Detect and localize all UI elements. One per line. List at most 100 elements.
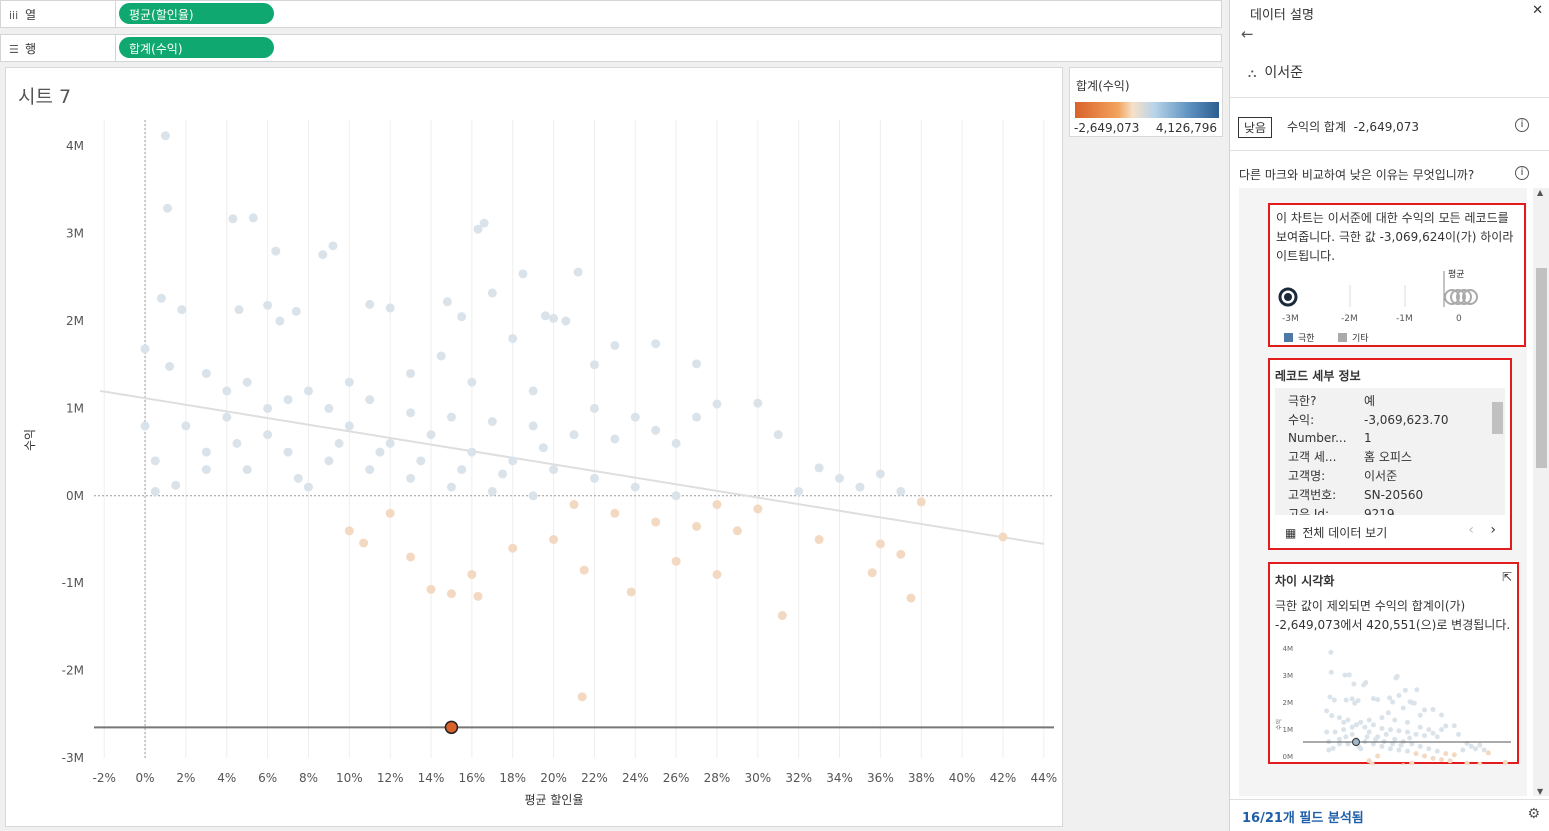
data-point bbox=[275, 316, 285, 326]
mini-point bbox=[1439, 712, 1445, 718]
mini-point bbox=[1336, 741, 1342, 747]
mini-point bbox=[1439, 727, 1445, 733]
scroll-down-icon[interactable]: ▼ bbox=[1537, 787, 1544, 796]
data-point bbox=[651, 517, 661, 527]
data-point bbox=[359, 538, 369, 548]
data-point bbox=[426, 584, 436, 594]
record-key: 고객 세... bbox=[1288, 450, 1337, 464]
record-table-container[interactable]: 극한? 예 수익: -3,069,623.70 Number... 1 고객 세... 홈 오… bbox=[1275, 388, 1505, 515]
gear-icon[interactable]: ⚙ bbox=[1527, 806, 1540, 822]
data-point bbox=[528, 386, 538, 396]
rows-shelf[interactable]: ☰ 행 합계(수익) bbox=[0, 34, 1222, 62]
data-point bbox=[365, 395, 375, 405]
data-point bbox=[263, 300, 273, 310]
open-icon[interactable]: ⇱ bbox=[1501, 570, 1512, 584]
data-point bbox=[855, 482, 865, 492]
columns-shelf[interactable]: iii 열 평균(할인율) bbox=[0, 0, 1222, 28]
rows-pill[interactable]: 합계(수익) bbox=[119, 37, 274, 58]
data-point bbox=[753, 504, 763, 514]
view-all-data-link[interactable]: ▦ 전체 데이터 보기 bbox=[1285, 526, 1388, 540]
mini-point bbox=[1346, 672, 1352, 678]
fields-analyzed-link[interactable]: 16/21개 필드 분석됨 bbox=[1242, 811, 1364, 826]
data-point bbox=[177, 305, 187, 315]
x-tick-label: 42% bbox=[990, 771, 1017, 785]
mini-point bbox=[1351, 681, 1357, 687]
close-icon[interactable]: ✕ bbox=[1532, 3, 1543, 18]
data-point bbox=[630, 412, 640, 422]
legend-gradient bbox=[1075, 102, 1219, 118]
scroll-thumb[interactable] bbox=[1536, 268, 1547, 468]
record-row: 고객명: 이서준 bbox=[1288, 466, 1449, 485]
data-point bbox=[589, 473, 599, 483]
data-point bbox=[518, 269, 528, 279]
data-point bbox=[487, 417, 497, 427]
mini-point bbox=[1387, 746, 1393, 752]
data-point bbox=[344, 421, 354, 431]
info-icon[interactable]: i bbox=[1515, 118, 1529, 132]
data-point bbox=[651, 339, 661, 349]
x-tick-label: 26% bbox=[663, 771, 690, 785]
info-icon[interactable]: i bbox=[1515, 166, 1529, 180]
x-tick-label: 6% bbox=[258, 771, 277, 785]
data-point bbox=[248, 213, 258, 223]
data-point bbox=[446, 482, 456, 492]
mini-point bbox=[1369, 761, 1375, 765]
mini-point bbox=[1468, 743, 1474, 749]
mini-point bbox=[1385, 710, 1391, 716]
record-scroll-thumb[interactable] bbox=[1492, 402, 1503, 434]
worksheet[interactable]: -2% 0% 2% 4% 6% 8% 10% 12% 14% 16% 18% 20% 22% 24% 26%… bbox=[5, 67, 1063, 827]
mini-point bbox=[1324, 708, 1330, 714]
mini-point bbox=[1379, 725, 1385, 731]
mini-point bbox=[1326, 747, 1332, 753]
data-point bbox=[814, 463, 824, 473]
data-point bbox=[569, 430, 579, 440]
scatter-plot[interactable]: -2% 0% 2% 4% 6% 8% 10% 12% 14% 16% 18% 20% 22% 24% 26%… bbox=[6, 68, 1064, 828]
mini-point bbox=[1349, 731, 1355, 737]
mini-point bbox=[1329, 713, 1335, 719]
mini-point bbox=[1375, 697, 1381, 703]
mini-point bbox=[1404, 748, 1410, 754]
mini-point bbox=[1473, 746, 1479, 752]
data-point bbox=[712, 569, 722, 579]
data-point bbox=[549, 465, 559, 475]
data-point bbox=[906, 593, 916, 603]
table-icon: ▦ bbox=[1285, 526, 1297, 540]
data-point bbox=[150, 486, 160, 496]
prev-record-button[interactable]: ‹ bbox=[1468, 522, 1474, 538]
mark-identity: ⛬ 이서준 bbox=[1248, 65, 1304, 81]
mini-point bbox=[1426, 727, 1432, 733]
mini-point bbox=[1352, 700, 1358, 706]
mini-point bbox=[1409, 760, 1415, 765]
color-legend[interactable]: 합계(수익) -2,649,073 4,126,796 bbox=[1069, 67, 1223, 137]
legend-extreme: 극한 bbox=[1298, 333, 1315, 344]
panel-scrollbar[interactable]: ▲ ▼ bbox=[1533, 188, 1549, 796]
data-point bbox=[487, 288, 497, 298]
card2-title: 레코드 세부 정보 bbox=[1275, 369, 1361, 383]
data-point bbox=[263, 430, 273, 440]
difference-viz-card: 차이 시각화 ⇱ 극한 값이 제외되면 수익의 합계이(가) -2,649,07… bbox=[1268, 562, 1519, 765]
mini-point bbox=[1366, 758, 1372, 764]
mini-point bbox=[1464, 760, 1470, 765]
data-point bbox=[426, 430, 436, 440]
y-tick-label: 2M bbox=[66, 314, 84, 328]
x-tick-label: 0% bbox=[136, 771, 155, 785]
data-point bbox=[365, 299, 375, 309]
explanations-scroll-area[interactable]: 이 차트는 이서준에 대한 수익의 모든 레코드를 보여줍니다. 극한 값 -3… bbox=[1239, 188, 1527, 796]
data-point bbox=[334, 438, 344, 448]
mini-point bbox=[1366, 729, 1372, 735]
x-axis-title: 평균 할인율 bbox=[524, 793, 583, 807]
record-value: 9219 bbox=[1364, 506, 1395, 516]
mini-point bbox=[1366, 717, 1372, 723]
columns-pill[interactable]: 평균(할인율) bbox=[119, 3, 274, 24]
x-tick-label: 40% bbox=[949, 771, 976, 785]
data-point bbox=[651, 425, 661, 435]
data-point bbox=[222, 412, 232, 422]
scroll-up-icon[interactable]: ▲ bbox=[1537, 188, 1544, 197]
back-arrow-icon[interactable]: ← bbox=[1241, 25, 1254, 43]
next-record-button[interactable]: › bbox=[1490, 522, 1496, 538]
columns-shelf-label: iii 열 bbox=[9, 8, 37, 22]
sheet-title: 시트 7 bbox=[18, 86, 72, 108]
mini-point bbox=[1426, 746, 1432, 752]
data-point bbox=[549, 535, 559, 545]
data-point bbox=[630, 482, 640, 492]
